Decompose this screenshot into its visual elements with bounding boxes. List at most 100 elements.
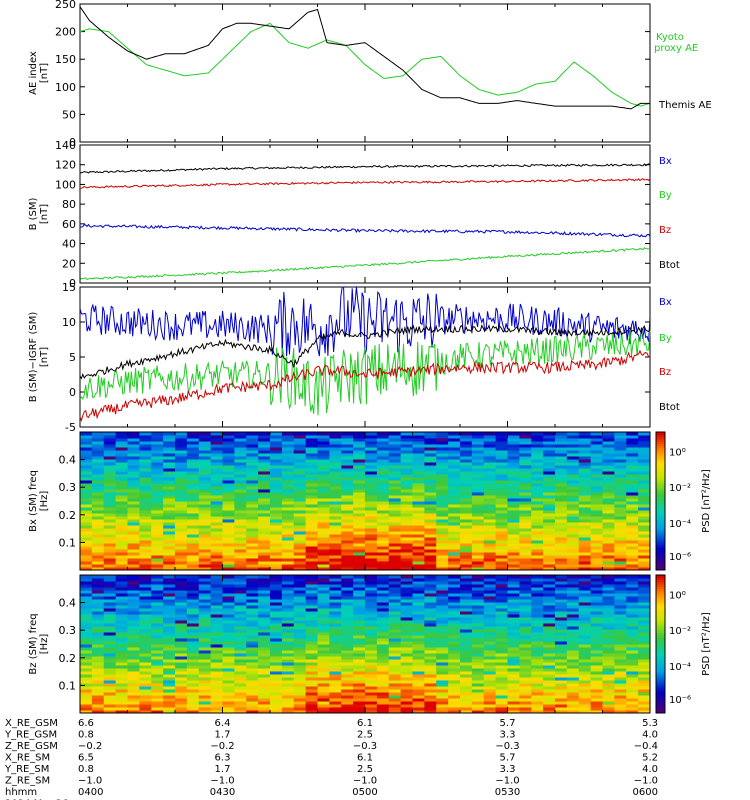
spectrogram-cell [281, 650, 295, 654]
colorbar-swatch [656, 602, 665, 606]
spectrogram-cell [555, 629, 568, 633]
spectrogram-cell [353, 435, 366, 439]
spectrogram-cell [412, 483, 425, 487]
spectrogram-cell [281, 605, 295, 609]
spectrogram-cell [519, 650, 532, 654]
spectrogram-cell [448, 531, 461, 535]
spectrogram-cell [115, 632, 129, 636]
spectrogram-cell [246, 555, 259, 559]
spectrogram-cell [246, 465, 259, 469]
spectrogram-cell [412, 435, 425, 439]
spectrogram-cell [590, 656, 604, 660]
spectrogram-cell [543, 546, 556, 550]
spectrogram-cell [222, 665, 235, 669]
spectrogram-cell [222, 587, 235, 591]
spectrogram-cell [365, 623, 378, 627]
spectrogram-cell [234, 674, 247, 678]
spectrogram-cell [495, 534, 509, 538]
spectrogram-cell [614, 707, 627, 711]
spectrogram-cell [507, 593, 520, 597]
spectrogram-cell [258, 635, 271, 639]
series-line-by [79, 247, 651, 280]
spectrogram-cell [483, 611, 497, 615]
spectrogram-cell [210, 480, 224, 484]
spectrogram-cell [495, 456, 509, 460]
spectrogram-cell [460, 561, 473, 565]
spectrogram-cell [543, 561, 556, 565]
spectrogram-cell [258, 686, 271, 690]
spectrogram-cell [139, 453, 152, 457]
spectrogram-cell [566, 522, 580, 526]
spectrogram-cell [388, 575, 402, 579]
spectrogram-cell [519, 492, 532, 496]
spectrogram-cell [424, 519, 437, 523]
spectrogram-cell [578, 567, 592, 571]
spectrogram-cell [543, 537, 556, 541]
y-tick-label: 20 [62, 257, 76, 270]
spectrogram-cell [543, 710, 556, 714]
spectrogram-cell [305, 447, 319, 451]
spectrogram-cell [151, 677, 164, 681]
spectrogram-cell [566, 459, 580, 463]
spectrogram-cell [388, 707, 402, 711]
spectrogram-cell [543, 617, 556, 621]
x-tick-label: 0430 [210, 787, 235, 798]
spectrogram-cell [317, 501, 330, 505]
spectrogram-cell [448, 698, 461, 702]
spectrogram-cell [376, 626, 390, 630]
spectrogram-cell [80, 432, 93, 436]
spectrogram-cell [234, 537, 247, 541]
spectrogram-cell [234, 707, 247, 711]
spectrogram-cell [590, 644, 604, 648]
spectrogram-cell [175, 513, 188, 517]
ephemeris-value: 2.5 [357, 730, 373, 741]
spectrogram-cell [400, 704, 414, 708]
spectrogram-cell [495, 596, 509, 600]
spectrogram-cell [602, 599, 615, 603]
spectrogram-cell [638, 695, 651, 699]
spectrogram-cell [376, 555, 390, 559]
spectrogram-cell [281, 492, 295, 496]
spectrogram-cell [210, 540, 224, 544]
spectrogram-cell [151, 519, 164, 523]
spectrogram-cell [175, 495, 188, 499]
spectrogram-cell [234, 441, 247, 445]
ephemeris-value: 6.1 [357, 753, 373, 764]
spectrogram-cell [365, 507, 378, 511]
spectrogram-cell [317, 653, 330, 657]
spectrogram-cell [80, 644, 93, 648]
spectrogram-cell [460, 659, 473, 663]
spectrogram-cell [590, 444, 604, 448]
spectrogram-cell [507, 492, 520, 496]
spectrogram-cell [139, 695, 152, 699]
spectrogram-cell [329, 537, 342, 541]
spectrogram-cell [222, 698, 235, 702]
spectrogram-cell [341, 707, 354, 711]
spectrogram-cell [198, 683, 212, 687]
spectrogram-cell [293, 474, 307, 478]
spectrogram-cell [151, 486, 164, 490]
spectrogram-cell [329, 465, 342, 469]
spectrogram-cell [495, 486, 509, 490]
spectrogram-cell [91, 558, 105, 562]
spectrogram-cell [436, 519, 449, 523]
spectrogram-cell [531, 516, 544, 520]
spectrogram-cell [151, 623, 164, 627]
spectrogram-cell [305, 519, 319, 523]
spectrogram-cell [210, 677, 224, 681]
spectrogram-cell [127, 513, 140, 517]
spectrogram-cell [139, 558, 152, 562]
spectrogram-cell [602, 513, 615, 517]
spectrogram-cell [543, 534, 556, 538]
spectrogram-cell [281, 671, 295, 675]
spectrogram-cell [365, 561, 378, 565]
spectrogram-cell [555, 456, 568, 460]
spectrogram-cell [198, 641, 212, 645]
spectrogram-cell [270, 653, 283, 657]
spectrogram-cell [376, 552, 390, 556]
spectrogram-cell [578, 698, 592, 702]
spectrogram-cell [365, 525, 378, 529]
spectrogram-cell [175, 456, 188, 460]
spectrogram-cell [424, 528, 437, 532]
spectrogram-cell [293, 483, 307, 487]
